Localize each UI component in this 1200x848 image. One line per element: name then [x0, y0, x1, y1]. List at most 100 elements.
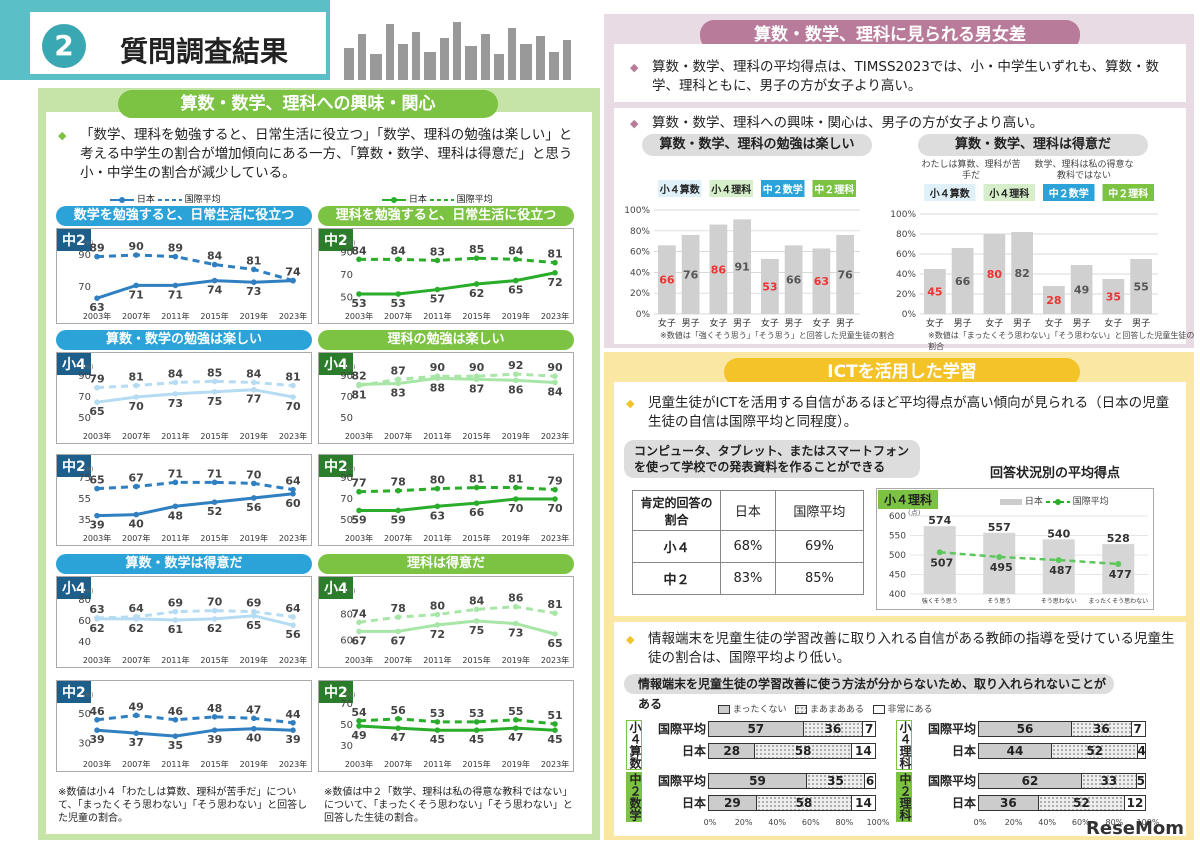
unit-label: (%)	[345, 240, 355, 247]
intl-data-label: 89	[89, 242, 104, 255]
stack-segment: 35	[806, 774, 866, 788]
year-label: 2023年	[279, 311, 307, 321]
stack-segment: 44	[979, 744, 1053, 758]
year-label: 2007年	[122, 311, 150, 321]
axis-tick-label: 80%	[896, 230, 916, 240]
gender-chart2-sub1: わたしは算数、理科が苦手だ	[921, 160, 1021, 181]
intl-point	[172, 253, 179, 260]
japan-data-label: 83	[391, 386, 406, 399]
intl-point	[434, 485, 441, 492]
group-label: 中２理科	[1108, 187, 1148, 200]
female-bar	[658, 245, 676, 314]
intl-point	[172, 479, 179, 486]
tick-label: 90	[78, 371, 91, 382]
gender-bullet-1: ◆ 算数・数学、理科の平均得点は、TIMSS2023では、小・中学生いずれも、算数…	[630, 59, 1159, 94]
gender-chart2-sub2: 数学、理科は私の得意な教科ではない	[1034, 160, 1134, 181]
year-label: 2019年	[502, 533, 530, 543]
tick-label: 70	[340, 270, 353, 281]
tick-label: 50	[340, 720, 353, 731]
japan-data-label: 40	[246, 732, 262, 745]
intl-data-label: 90	[547, 361, 563, 374]
stack-row-label: 国際平均	[927, 722, 976, 736]
stacked-bar: 44 52 4	[978, 743, 1146, 759]
tick-label: 50	[340, 292, 353, 303]
year-label: 2023年	[279, 655, 307, 665]
intl-point	[356, 488, 362, 495]
male-value: 91	[734, 261, 749, 274]
japan-data-label: 67	[351, 634, 366, 647]
japan-point	[552, 379, 558, 386]
intl-point	[936, 549, 943, 556]
intl-data-label: 74	[351, 607, 367, 620]
japan-bar	[1042, 539, 1075, 594]
year-label: 2003年	[83, 431, 111, 441]
intl-point	[94, 384, 100, 391]
tick-label: 55	[78, 494, 91, 505]
sex-label: 女子	[658, 317, 676, 329]
intl-data-label: 64	[285, 475, 301, 488]
year-label: 2011年	[161, 431, 189, 441]
year-label: 2011年	[161, 311, 189, 321]
year-label: 2011年	[423, 655, 451, 665]
japan-data-label: 62	[89, 622, 104, 635]
japan-data-label: 72	[547, 276, 562, 289]
line-chart: 中2 (%) 90 70 50 53 53 57 62 65 72 84 84 83 85 84 81 2003年…	[318, 228, 574, 324]
year-label: 2023年	[279, 759, 307, 769]
intl-value: 507	[930, 556, 953, 569]
intl-data-label: 84	[508, 244, 524, 257]
stacked-bar: 28 58 14	[708, 743, 876, 759]
stack-segment: 14	[851, 796, 875, 810]
japan-value: 574	[928, 514, 951, 527]
japan-point	[133, 282, 139, 289]
year-label: 2023年	[279, 431, 307, 441]
sex-label: 男子	[733, 318, 751, 329]
intl-point	[251, 608, 257, 615]
male-bar	[1011, 232, 1033, 314]
intl-point	[133, 252, 139, 258]
japan-data-label: 65	[89, 405, 104, 418]
diamond-icon: ◆	[626, 633, 635, 646]
intl-point	[395, 487, 401, 494]
intl-data-label: 79	[89, 373, 104, 386]
intl-point	[473, 373, 480, 379]
japan-data-label: 86	[508, 383, 524, 396]
intl-data-label: 69	[168, 597, 183, 610]
japan-point	[395, 507, 401, 514]
intl-data-label: 78	[391, 476, 406, 489]
ict-question-box: コンピュータ、タブレット、またはスマートフォンを使って学校での発表資料を作ること…	[624, 440, 920, 478]
intl-series-line	[358, 486, 556, 494]
group-label: 小４算数	[659, 183, 701, 196]
axis-tick-label: 40%	[630, 268, 650, 278]
intl-data-label: 80	[430, 474, 446, 487]
tick-label: 70	[340, 699, 353, 710]
pct-axis-label: 60%	[1071, 818, 1090, 827]
japan-point	[473, 281, 480, 287]
intl-point	[513, 717, 519, 723]
male-value: 76	[683, 268, 699, 281]
intl-series-line	[358, 717, 556, 726]
japan-point	[395, 291, 401, 297]
sex-label: 男子	[1132, 318, 1150, 329]
grade-tag: 中2	[319, 681, 353, 703]
stack-segment: 7	[1131, 722, 1144, 736]
japan-point	[172, 617, 179, 623]
score-title: 回答状況別の平均得点	[990, 466, 1121, 481]
sex-label: 女子	[1045, 317, 1063, 329]
stack-row-label: 国際平均	[657, 722, 706, 736]
japan-data-label: 70	[508, 502, 524, 515]
tick-label: 60	[78, 616, 91, 627]
year-label: 2023年	[541, 759, 569, 769]
japan-data-label: 65	[508, 284, 523, 297]
japan-point	[211, 389, 218, 395]
intl-data-label: 79	[547, 475, 562, 488]
japan-point	[290, 727, 296, 733]
stack-row-label: 日本	[681, 744, 706, 758]
line-chart: 中2 (%) 90 70 63 71 71 74 73 74 89 90 89 84 81 74 2003年 20…	[56, 228, 312, 324]
year-label: 2011年	[423, 759, 451, 769]
grade-tag: 中2	[319, 455, 353, 477]
gender-note-2: ※数値は「まったくそう思わない」「そう思わない」と回答した児童生徒の割合	[928, 331, 1195, 351]
japan-data-label: 39	[207, 733, 222, 746]
unit-label: (%)	[83, 588, 93, 595]
axis-tick-label: 20%	[896, 290, 916, 300]
japan-point	[290, 394, 296, 400]
